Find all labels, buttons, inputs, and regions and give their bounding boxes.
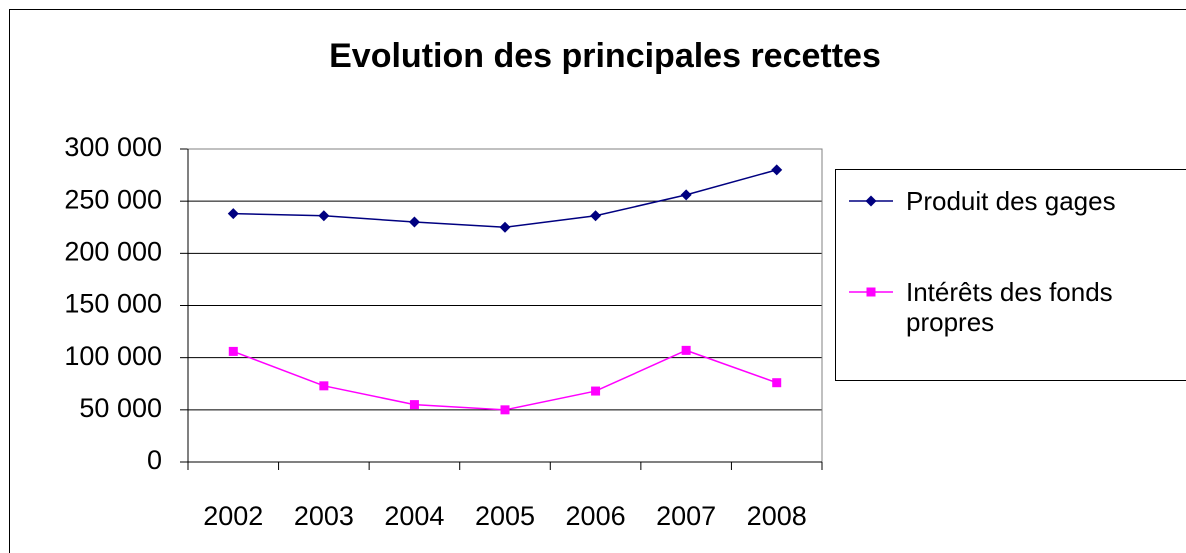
marker [591, 386, 601, 396]
chart-frame [9, 9, 1186, 553]
y-tick-label: 150 000 [64, 289, 162, 319]
y-tick-label: 300 000 [64, 132, 162, 162]
marker [771, 164, 783, 176]
marker [865, 195, 877, 207]
x-tick-label: 2007 [656, 501, 716, 531]
x-tick-label: 2005 [475, 501, 535, 531]
legend-label: Produit des gages [906, 186, 1116, 216]
marker [772, 378, 782, 388]
y-tick-label: 50 000 [79, 393, 162, 423]
y-tick-label: 200 000 [64, 236, 162, 266]
y-tick-label: 0 [147, 445, 162, 475]
x-tick-label: 2006 [566, 501, 626, 531]
series-line [233, 169, 777, 229]
marker [228, 346, 238, 356]
marker [680, 189, 692, 201]
x-tick-label: 2004 [384, 501, 444, 531]
marker [866, 287, 876, 297]
marker [408, 216, 420, 228]
marker [499, 221, 511, 233]
legend-box [835, 169, 1186, 381]
marker [319, 381, 329, 391]
marker [409, 400, 419, 410]
y-tick-label: 100 000 [64, 341, 162, 371]
marker [681, 345, 691, 355]
legend-label: Intérêts des fonds propres [906, 277, 1113, 337]
marker [500, 405, 510, 415]
series-line [233, 349, 777, 411]
x-tick-label: 2008 [747, 501, 807, 531]
marker [318, 210, 330, 222]
chart-title: Evolution des principales recettes [329, 37, 881, 75]
y-tick-label: 250 000 [64, 184, 162, 214]
marker [590, 210, 602, 222]
x-tick-label: 2003 [294, 501, 354, 531]
marker [227, 208, 239, 220]
x-tick-label: 2002 [203, 501, 263, 531]
